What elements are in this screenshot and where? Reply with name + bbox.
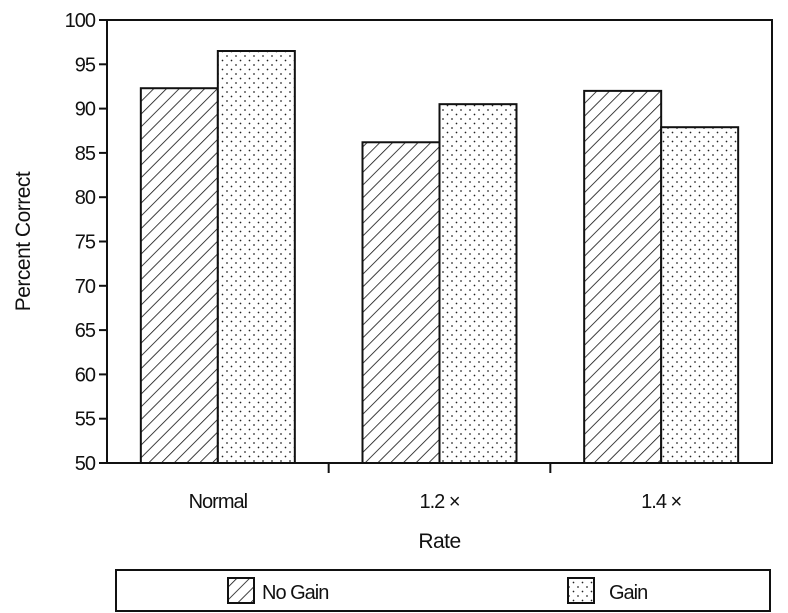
y-axis: 50 55 60 65 70 75 80 85 90 95 100 (65, 10, 107, 475)
plot-area: 50 55 60 65 70 75 80 85 90 95 100 Normal 1.2 × 1.4 × (65, 10, 773, 513)
x-tick-label: Normal (189, 491, 248, 513)
y-tick-label: 60 (75, 364, 96, 386)
legend-box (115, 569, 771, 612)
bar-no-gain (139, 87, 219, 465)
y-tick-label: 100 (65, 10, 96, 32)
y-tick-label: 90 (75, 99, 96, 121)
legend-label-gain: Gain (609, 582, 647, 604)
x-axis: Normal 1.2 × 1.4 × (189, 463, 683, 513)
x-axis-title: Rate (418, 530, 460, 553)
y-tick-label: 50 (75, 453, 96, 475)
y-tick-label: 65 (75, 320, 96, 342)
y-axis-title: Percent Correct (12, 171, 35, 311)
bars (139, 50, 740, 465)
y-tick-label: 70 (75, 276, 96, 298)
y-tick-label: 95 (75, 54, 96, 76)
legend-swatch-gain (567, 577, 595, 604)
bar-gain (660, 126, 740, 465)
x-tick-label: 1.2 × (419, 491, 459, 513)
bar-gain (216, 50, 296, 464)
y-tick-label: 55 (75, 409, 96, 431)
plot-frame (106, 19, 773, 464)
bar-no-gain (361, 141, 441, 464)
legend-swatch-no-gain (227, 577, 255, 604)
bar-gain (438, 103, 518, 464)
y-tick-label: 80 (75, 187, 96, 209)
bar-no-gain (583, 89, 663, 464)
legend: No Gain Gain (115, 569, 771, 612)
x-tick-label: 1.4 × (641, 491, 681, 513)
legend-label-no-gain: No Gain (262, 582, 328, 604)
y-tick-label: 75 (75, 232, 96, 254)
y-tick-label: 85 (75, 143, 96, 165)
